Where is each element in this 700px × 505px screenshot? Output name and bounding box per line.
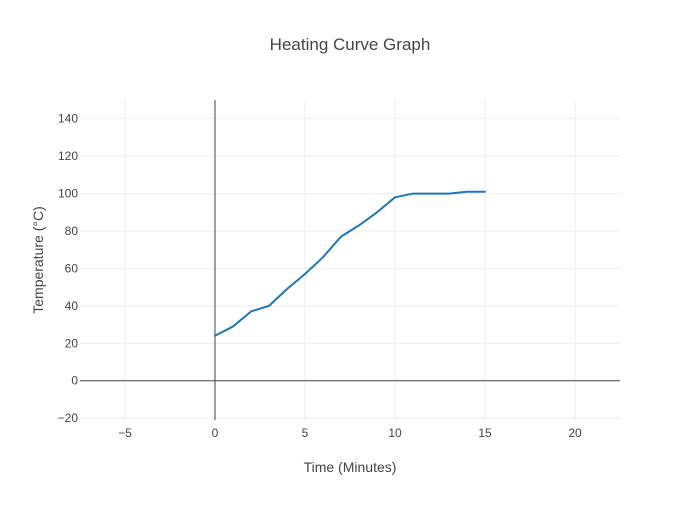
x-tick-label: 0 — [212, 426, 219, 440]
grid-layer — [80, 100, 620, 420]
chart-title: Heating Curve Graph — [270, 35, 431, 54]
x-axis-title: Time (Minutes) — [304, 459, 397, 475]
x-tick-label: −5 — [118, 426, 132, 440]
y-tick-label: −20 — [58, 411, 79, 425]
y-tick-label: 100 — [58, 187, 78, 201]
series-line — [215, 192, 485, 336]
zero-lines — [80, 100, 620, 420]
y-tick-label: 40 — [65, 299, 79, 313]
y-axis-title: Temperature (°C) — [30, 206, 46, 314]
y-tick-label: 120 — [58, 149, 78, 163]
x-tick-labels: −5 0 5 10 15 20 — [118, 426, 582, 440]
x-tick-label: 20 — [568, 426, 582, 440]
y-tick-labels: −20 0 20 40 60 80 100 120 140 — [58, 112, 79, 425]
series-layer — [215, 192, 485, 336]
y-tick-label: 20 — [65, 336, 79, 350]
x-tick-label: 10 — [388, 426, 402, 440]
x-tick-label: 15 — [478, 426, 492, 440]
y-tick-label: 0 — [71, 374, 78, 388]
y-tick-label: 140 — [58, 112, 78, 126]
y-tick-label: 80 — [65, 224, 79, 238]
y-tick-label: 60 — [65, 261, 79, 275]
x-tick-label: 5 — [302, 426, 309, 440]
